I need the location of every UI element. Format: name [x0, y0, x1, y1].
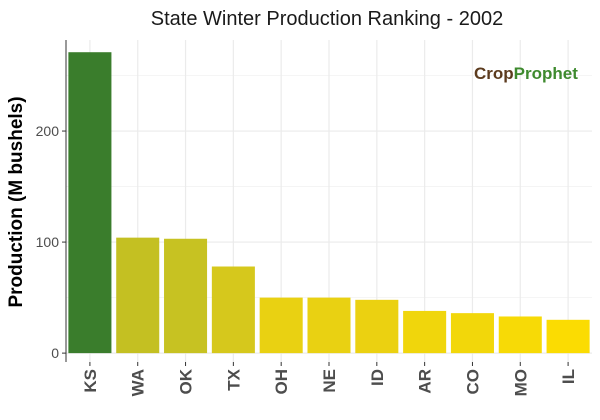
x-tick-label: MO: [511, 369, 530, 396]
x-tick-label: IL: [559, 369, 578, 384]
cropprophet-logo: CropProphet: [474, 64, 578, 83]
bar-ar: [403, 310, 447, 354]
x-ticks: KS WA OK TX OH NE ID AR CO MO IL: [81, 362, 578, 396]
chart-title: State Winter Production Ranking - 2002: [151, 8, 503, 30]
bar-tx: [211, 266, 255, 354]
bar-wa: [116, 237, 160, 354]
x-tick-label: NE: [320, 369, 339, 393]
bar-ks: [68, 52, 112, 354]
x-tick-label: KS: [81, 369, 100, 393]
x-tick-label: OH: [272, 369, 291, 395]
y-ticks: 0 100 200: [36, 123, 66, 361]
x-tick-label: CO: [463, 369, 482, 395]
logo-crop: Crop: [474, 64, 514, 83]
bar-oh: [259, 297, 303, 354]
y-tick-label: 100: [36, 234, 60, 250]
bar-ok: [164, 238, 208, 354]
x-tick-label: OK: [177, 368, 196, 394]
x-tick-label: ID: [368, 369, 387, 386]
y-tick-label: 200: [36, 123, 60, 139]
x-tick-label: TX: [224, 368, 243, 390]
svg-text:CropProphet: CropProphet: [474, 64, 578, 83]
y-axis-label: Production (M bushels): [6, 96, 27, 307]
y-tick-label: 0: [51, 345, 59, 361]
x-tick-label: WA: [129, 369, 148, 396]
bar-id: [355, 299, 399, 354]
bar-co: [450, 313, 494, 354]
bars: [68, 52, 590, 354]
bar-il: [546, 319, 590, 354]
logo-prophet: Prophet: [514, 64, 579, 83]
bar-ne: [307, 297, 351, 354]
bar-mo: [498, 316, 542, 354]
x-tick-label: AR: [416, 369, 435, 394]
